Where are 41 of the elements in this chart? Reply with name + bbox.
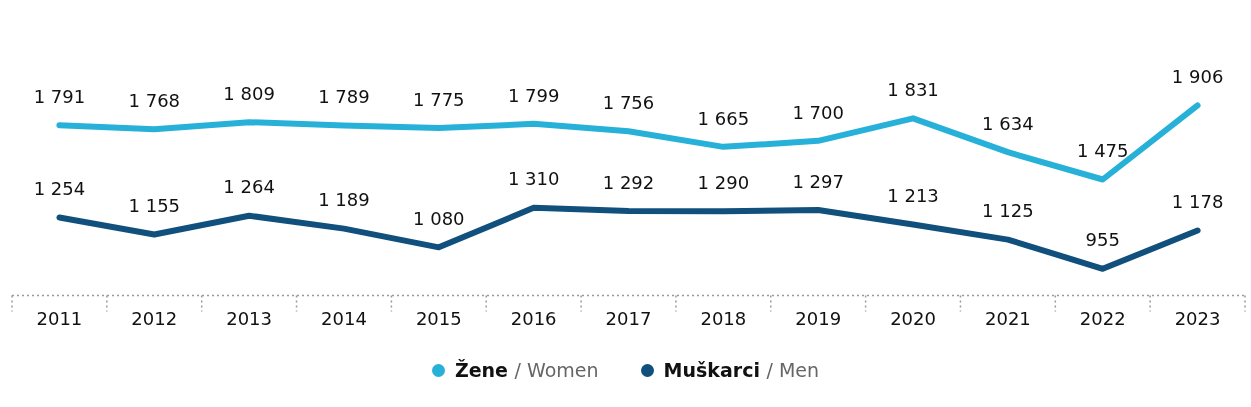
x-tick-label: 2016 — [510, 307, 557, 329]
data-label: 1 791 — [33, 85, 86, 107]
data-label: 1 700 — [792, 101, 844, 123]
data-label: 1 290 — [697, 171, 750, 193]
data-label: 1 292 — [602, 171, 655, 193]
data-label: 1 789 — [318, 86, 370, 108]
data-label: 1 756 — [602, 91, 655, 113]
x-tick-label: 2017 — [605, 307, 652, 329]
data-label: 1 475 — [1076, 140, 1129, 162]
data-label: 1 297 — [792, 170, 844, 192]
data-label: 1 189 — [318, 189, 370, 211]
data-label: 1 799 — [507, 84, 560, 106]
data-label: 955 — [1085, 229, 1120, 251]
x-tick-label: 2020 — [890, 307, 936, 329]
data-label: 1 264 — [223, 176, 275, 198]
data-label: 1 155 — [128, 195, 181, 217]
x-tick-label: 2015 — [415, 307, 462, 329]
x-tick-label: 2013 — [226, 307, 273, 329]
legend-label: Muškarci / Men — [663, 359, 820, 381]
data-label: 1 665 — [697, 107, 750, 129]
x-tick-label: 2011 — [36, 307, 83, 329]
data-label: 1 634 — [982, 112, 1034, 134]
data-label: 1 831 — [887, 79, 939, 101]
data-label: 1 080 — [413, 207, 465, 229]
x-tick-label: 2023 — [1174, 307, 1221, 329]
legend-label: Žene / Women — [454, 359, 599, 381]
data-label: 1 906 — [1171, 66, 1224, 88]
x-tick-label: 2022 — [1079, 307, 1126, 329]
data-label: 1 213 — [887, 185, 939, 207]
data-label: 1 254 — [33, 178, 86, 200]
data-label: 1 775 — [413, 88, 465, 110]
data-label: 1 178 — [1171, 191, 1224, 213]
x-tick-label: 2021 — [984, 307, 1031, 329]
data-label: 1 125 — [982, 200, 1034, 222]
x-tick-label: 2014 — [321, 307, 367, 329]
x-tick-label: 2012 — [131, 307, 178, 329]
data-label: 1 310 — [507, 168, 560, 190]
data-label: 1 768 — [128, 89, 181, 111]
x-tick-label: 2018 — [700, 307, 747, 329]
x-tick-label: 2019 — [795, 307, 842, 329]
data-label: 1 809 — [223, 82, 275, 104]
